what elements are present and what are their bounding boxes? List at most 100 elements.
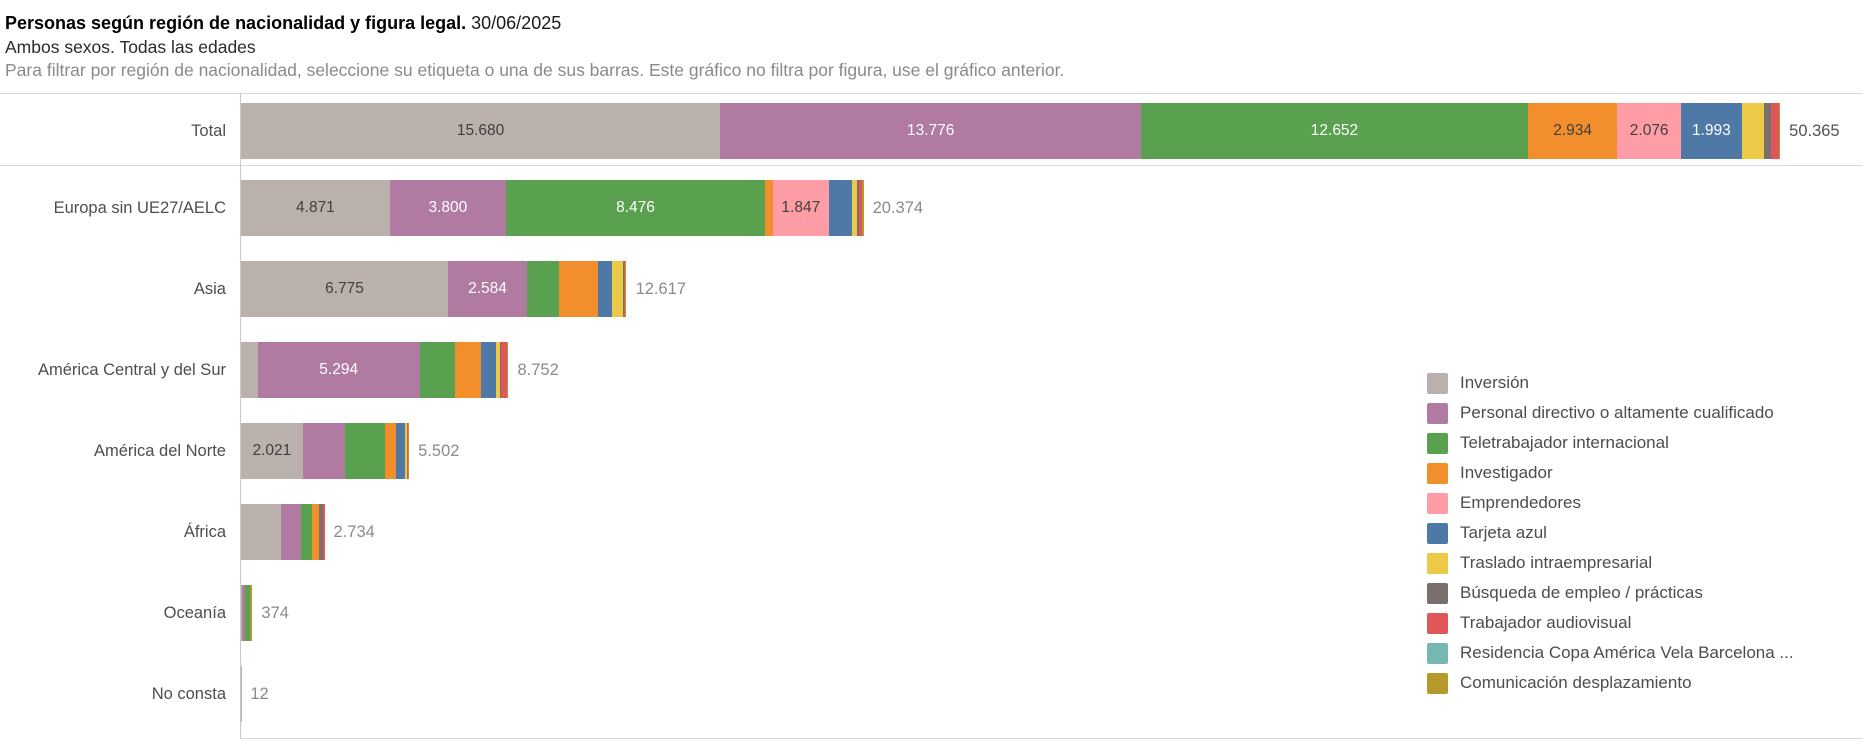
segment-busqueda-de-empleo-practicas[interactable] (499, 342, 501, 398)
segment-comunicacion-desplazamiento[interactable] (862, 180, 864, 236)
legend-item-traslado-intraempresarial[interactable]: Traslado intraempresarial (1427, 548, 1794, 578)
legend-item-investigador[interactable]: Investigador (1427, 458, 1794, 488)
segment-investigador[interactable]: 2.934 (1527, 103, 1618, 159)
segment-value-label: 1.993 (1691, 122, 1731, 139)
segment-inversion[interactable]: 6.775 (241, 261, 449, 317)
segment-inversion[interactable]: 15.680 (241, 103, 721, 159)
legend-swatch (1427, 612, 1448, 634)
category-label-total[interactable]: Total (191, 122, 226, 140)
segment-tarjeta-azul[interactable] (598, 261, 613, 317)
segment-inversion[interactable] (241, 585, 243, 641)
category-label-oceania[interactable]: Oceanía (163, 604, 226, 622)
segment-personal-directivo-o-altamente-cualificado[interactable] (281, 504, 301, 560)
segment-personal-directivo-o-altamente-cualificado[interactable]: 5.294 (257, 342, 420, 398)
category-label-europa-sin-ue27-aelc[interactable]: Europa sin UE27/AELC (53, 199, 226, 217)
segment-trabajador-audiovisual[interactable] (406, 423, 409, 479)
segment-teletrabajador-internacional[interactable] (300, 504, 313, 560)
row-total-label: 20.374 (872, 199, 924, 217)
chart-subtitle: Ambos sexos. Todas las edades (5, 37, 256, 57)
segment-investigador[interactable] (312, 504, 319, 560)
segment-busqueda-de-empleo-practicas[interactable] (318, 504, 324, 560)
segment-personal-directivo-o-altamente-cualificado[interactable] (242, 585, 246, 641)
category-label-america-del-norte[interactable]: América del Norte (93, 442, 226, 460)
legend-item-personal-directivo-o-altamente-cualificado[interactable]: Personal directivo o altamente cualifica… (1427, 398, 1794, 428)
legend-swatch (1427, 522, 1448, 544)
segment-personal-directivo-o-altamente-cualificado[interactable]: 13.776 (720, 103, 1142, 159)
segment-teletrabajador-internacional[interactable]: 12.652 (1141, 103, 1528, 159)
legend-item-emprendedores[interactable]: Emprendedores (1427, 488, 1794, 518)
segment-teletrabajador-internacional[interactable] (526, 261, 560, 317)
segment-comunicacion-desplazamiento[interactable] (625, 261, 627, 317)
row-total-label: 5.502 (418, 442, 460, 460)
row-total-label: 8.752 (517, 361, 559, 379)
segment-inversion[interactable]: 4.871 (241, 180, 390, 236)
segment-residencia-copa-america-vela-barcelona[interactable] (1778, 103, 1780, 159)
segment-traslado-intraempresarial[interactable] (851, 180, 858, 236)
segment-tarjeta-azul[interactable] (829, 180, 852, 236)
segment-busqueda-de-empleo-practicas[interactable] (622, 261, 625, 317)
category-label-africa[interactable]: África (183, 523, 226, 541)
legend-swatch (1427, 642, 1448, 664)
segment-teletrabajador-internacional[interactable] (245, 585, 251, 641)
legend-item-busqueda-de-empleo-practicas[interactable]: Búsqueda de empleo / prácticas (1427, 578, 1794, 608)
segment-comunicacion-desplazamiento[interactable] (506, 342, 509, 398)
bar-row-america-central-y-del-sur: 5.294 (241, 342, 509, 398)
segment-traslado-intraempresarial[interactable] (612, 261, 623, 317)
category-label-america-central-y-del-sur[interactable]: América Central y del Sur (38, 361, 226, 379)
segment-trabajador-audiovisual[interactable] (500, 342, 507, 398)
segment-value-label: 2.934 (1553, 122, 1593, 139)
legend-item-label: Emprendedores (1460, 493, 1581, 512)
segment-traslado-intraempresarial[interactable] (1741, 103, 1764, 159)
segment-personal-directivo-o-altamente-cualificado[interactable]: 3.800 (389, 180, 506, 236)
segment-value-label: 1.847 (781, 199, 821, 216)
category-label-asia[interactable]: Asia (193, 280, 226, 298)
segment-personal-directivo-o-altamente-cualificado[interactable] (302, 423, 345, 479)
row-total-label: 12 (250, 685, 269, 703)
segment-investigador[interactable] (559, 261, 599, 317)
segment-personal-directivo-o-altamente-cualificado[interactable]: 2.584 (448, 261, 527, 317)
legend-swatch (1427, 462, 1448, 484)
segment-value-label: 4.871 (296, 199, 335, 216)
category-label-no-consta[interactable]: No consta (151, 685, 226, 703)
segment-busqueda-de-empleo-practicas[interactable] (1763, 103, 1771, 159)
segment-traslado-intraempresarial[interactable] (404, 423, 407, 479)
segment-trabajador-audiovisual[interactable] (859, 180, 863, 236)
segment-emprendedores[interactable]: 1.847 (772, 180, 830, 236)
legend-item-comunicacion-desplazamiento[interactable]: Comunicación desplazamiento (1427, 668, 1794, 698)
legend-item-label: Investigador (1460, 463, 1553, 482)
legend-item-teletrabajador-internacional[interactable]: Teletrabajador internacional (1427, 428, 1794, 458)
segment-value-label: 13.776 (906, 122, 955, 139)
segment-tarjeta-azul[interactable] (480, 342, 496, 398)
segment-value-label: 2.021 (252, 442, 292, 459)
segment-trabajador-audiovisual[interactable] (624, 261, 626, 317)
segment-busqueda-de-empleo-practicas[interactable] (857, 180, 860, 236)
segment-comunicacion-desplazamiento[interactable] (250, 585, 253, 641)
segment-emprendedores[interactable]: 2.076 (1617, 103, 1681, 159)
segment-investigador[interactable] (454, 342, 481, 398)
segment-comunicacion-desplazamiento[interactable] (408, 423, 410, 479)
segment-inversion[interactable] (241, 504, 282, 560)
segment-teletrabajador-internacional[interactable] (344, 423, 385, 479)
segment-trabajador-audiovisual[interactable] (1770, 103, 1779, 159)
legend-item-residencia-copa-america-vela-barcelona[interactable]: Residencia Copa América Vela Barcelona .… (1427, 638, 1794, 668)
segment-tarjeta-azul[interactable]: 1.993 (1680, 103, 1742, 159)
row-total-label: 50.365 (1789, 122, 1840, 140)
segment-comunicacion-desplazamiento[interactable] (1779, 103, 1781, 159)
segment-teletrabajador-internacional[interactable] (419, 342, 455, 398)
segment-traslado-intraempresarial[interactable] (495, 342, 500, 398)
legend-item-trabajador-audiovisual[interactable]: Trabajador audiovisual (1427, 608, 1794, 638)
segment-value-label: 15.680 (456, 122, 505, 139)
segment-investigador[interactable] (764, 180, 773, 236)
segment-trabajador-audiovisual[interactable] (323, 504, 325, 560)
legend-item-inversion[interactable]: Inversión (1427, 368, 1794, 398)
segment-investigador[interactable] (384, 423, 397, 479)
segment-tarjeta-azul[interactable] (396, 423, 405, 479)
bar-row-africa (241, 504, 325, 560)
chart-title-text: Personas según región de nacionalidad y … (5, 13, 467, 33)
legend-item-tarjeta-azul[interactable]: Tarjeta azul (1427, 518, 1794, 548)
segment-inversion[interactable] (241, 342, 258, 398)
segment-teletrabajador-internacional[interactable]: 8.476 (505, 180, 765, 236)
segment-inversion[interactable]: 2.021 (241, 423, 303, 479)
legend-swatch (1427, 492, 1448, 514)
legend-item-label: Inversión (1460, 373, 1529, 392)
